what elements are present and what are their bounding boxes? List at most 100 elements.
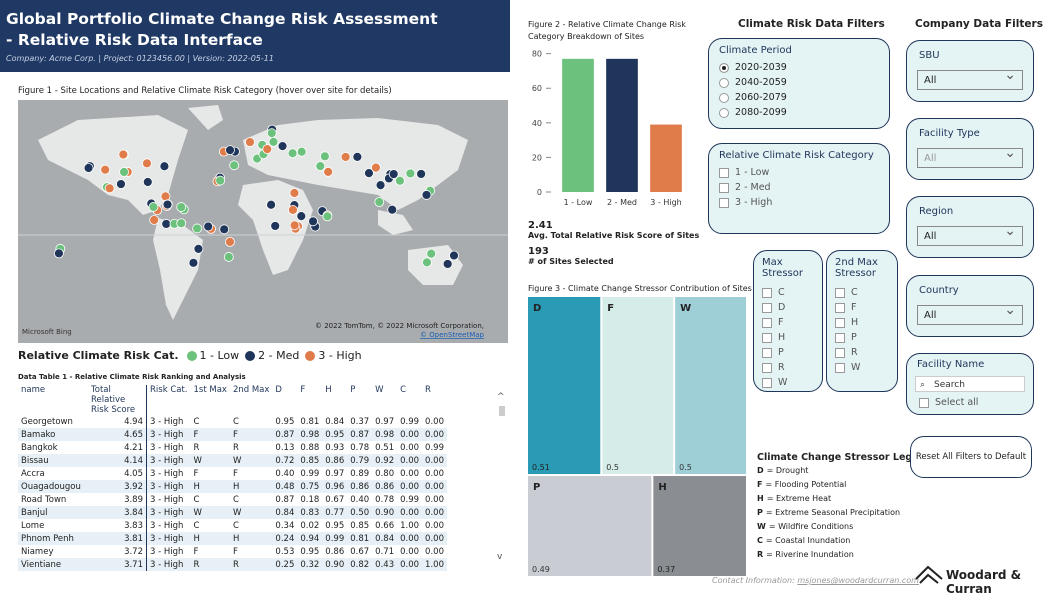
filter-option[interactable]: 3 - High (719, 195, 879, 210)
checkbox[interactable] (835, 347, 845, 358)
site-dot[interactable] (54, 248, 64, 259)
site-dot[interactable] (289, 188, 300, 198)
checkbox[interactable] (719, 167, 729, 178)
filter-option[interactable]: 2080-2099 (719, 105, 879, 120)
checkbox[interactable] (719, 197, 729, 208)
site-dot[interactable] (323, 166, 334, 177)
site-dot[interactable] (296, 146, 307, 157)
checkbox[interactable] (762, 287, 772, 298)
site-dot[interactable] (193, 244, 204, 254)
dropdown[interactable]: All ⌄ (917, 145, 1023, 168)
site-dot[interactable] (176, 218, 187, 229)
site-dot[interactable] (104, 183, 115, 194)
site-dot[interactable] (374, 197, 385, 207)
site-dot[interactable] (395, 175, 405, 186)
site-dot[interactable] (118, 149, 129, 160)
checkbox[interactable] (919, 397, 929, 408)
checkbox[interactable] (762, 332, 772, 343)
site-dot[interactable] (421, 190, 432, 200)
site-dot[interactable] (416, 169, 427, 179)
checkbox[interactable] (762, 317, 772, 328)
site-dot[interactable] (405, 168, 416, 179)
site-dot[interactable] (219, 224, 230, 235)
checkbox[interactable] (835, 302, 845, 313)
site-dot[interactable] (148, 202, 159, 212)
site-dot[interactable] (116, 179, 126, 189)
dropdown[interactable]: All ⌄ (917, 223, 1023, 246)
radio[interactable] (719, 107, 729, 118)
filter-option[interactable]: C (762, 285, 814, 300)
checkbox[interactable] (835, 287, 845, 298)
scroll-down[interactable]: v (497, 552, 503, 562)
checkbox[interactable] (835, 317, 845, 328)
filter-option[interactable]: 2040-2059 (719, 75, 879, 90)
site-dot[interactable] (192, 223, 203, 234)
site-dot[interactable] (352, 151, 363, 162)
site-dot[interactable] (225, 145, 235, 156)
site-dot[interactable] (142, 158, 152, 169)
filter-option[interactable]: P (762, 345, 814, 360)
scroll-thumb[interactable] (499, 406, 505, 416)
checkbox[interactable] (835, 332, 845, 343)
site-dot[interactable] (262, 144, 273, 155)
site-dot[interactable] (83, 163, 94, 173)
site-dot[interactable] (268, 136, 279, 147)
site-dot[interactable] (159, 161, 170, 172)
checkbox[interactable] (762, 362, 772, 373)
radio[interactable] (719, 62, 729, 73)
select-all[interactable]: Select all (919, 395, 978, 410)
site-dot[interactable] (149, 215, 160, 225)
site-dot[interactable] (364, 168, 374, 179)
filter-option[interactable]: H (762, 330, 814, 345)
site-dot[interactable] (266, 199, 277, 210)
site-dot[interactable] (371, 162, 381, 173)
checkbox[interactable] (762, 347, 772, 358)
filter-option[interactable]: F (835, 300, 889, 315)
site-dot[interactable] (100, 164, 111, 175)
site-dot[interactable] (422, 257, 432, 268)
checkbox[interactable] (719, 182, 729, 193)
site-dot[interactable] (225, 236, 235, 247)
site-dot[interactable] (426, 248, 437, 259)
site-dot[interactable] (119, 167, 129, 177)
site-dot[interactable] (270, 221, 281, 231)
site-dot[interactable] (229, 160, 240, 171)
site-dot[interactable] (287, 148, 298, 159)
checkbox[interactable] (762, 377, 772, 388)
filter-option[interactable]: 2 - Med (719, 180, 879, 195)
site-dot[interactable] (387, 204, 398, 215)
site-dot[interactable] (277, 141, 288, 152)
site-dot[interactable] (322, 211, 333, 222)
radio[interactable] (719, 92, 729, 103)
filter-option[interactable]: R (835, 345, 889, 360)
filter-option[interactable]: 2060-2079 (719, 90, 879, 105)
site-dot[interactable] (223, 252, 234, 262)
dropdown[interactable]: All ⌄ (917, 67, 1023, 90)
checkbox[interactable] (835, 362, 845, 373)
site-dot[interactable] (449, 250, 459, 261)
site-dot[interactable] (245, 137, 255, 147)
filter-option[interactable]: W (762, 375, 814, 390)
site-dot[interactable] (288, 205, 298, 215)
site-dot[interactable] (296, 211, 307, 221)
site-dot[interactable] (162, 199, 173, 210)
scroll-up[interactable]: ^ (497, 392, 505, 402)
filter-option[interactable]: H (835, 315, 889, 330)
radio[interactable] (719, 77, 729, 88)
site-dot[interactable] (142, 177, 153, 187)
site-dot[interactable] (315, 161, 326, 172)
site-dot[interactable] (442, 259, 453, 269)
osm-link[interactable]: © OpenStreetMap (420, 331, 485, 339)
site-dot[interactable] (308, 216, 318, 227)
filter-option[interactable]: W (835, 360, 889, 375)
site-dot[interactable] (188, 257, 199, 268)
email-link[interactable]: msjones@woodardcurran.com (797, 576, 919, 585)
reset-button[interactable]: Reset All Filters to Default (910, 436, 1032, 478)
filter-option[interactable]: R (762, 360, 814, 375)
site-dot[interactable] (340, 152, 351, 162)
site-dot[interactable] (203, 221, 214, 232)
site-dot[interactable] (289, 220, 300, 231)
filter-option[interactable]: F (762, 315, 814, 330)
filter-option[interactable]: C (835, 285, 889, 300)
site-dot[interactable] (176, 202, 187, 212)
